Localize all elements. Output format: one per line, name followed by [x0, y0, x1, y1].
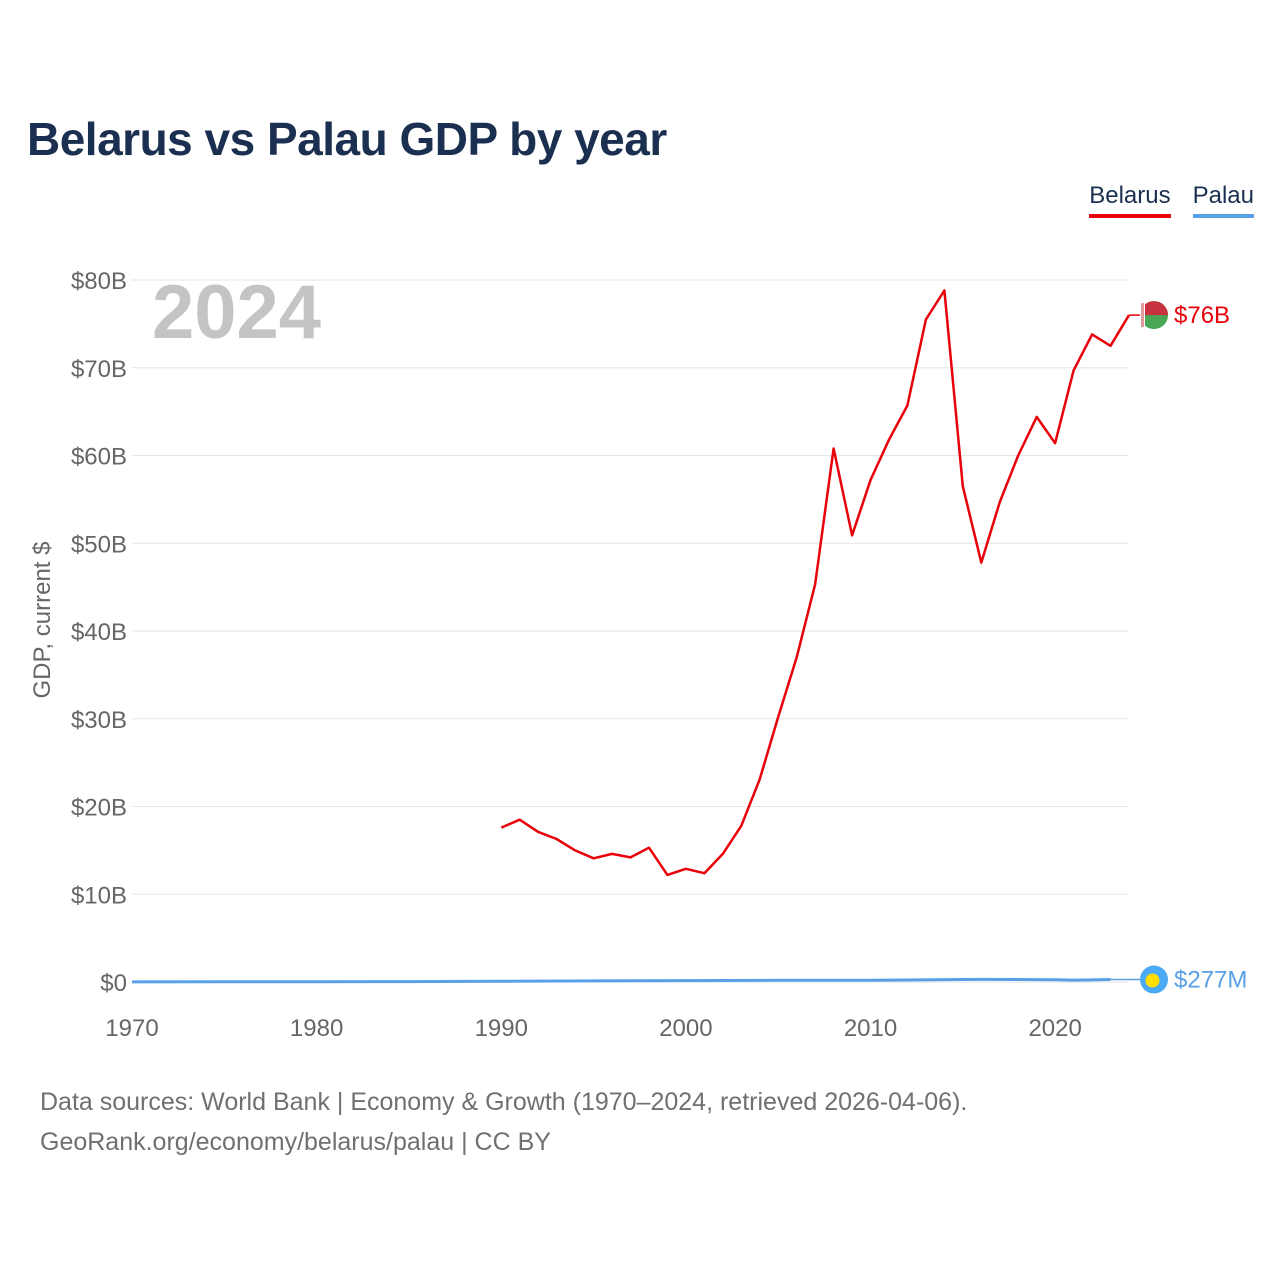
source-note: Data sources: World Bank | Economy & Gro…: [40, 1082, 967, 1162]
legend-item-belarus[interactable]: Belarus: [1089, 182, 1171, 218]
x-tick-label: 2020: [1028, 1015, 1081, 1042]
x-tick-label: 2010: [844, 1015, 897, 1042]
chart-title: Belarus vs Palau GDP by year: [27, 113, 667, 165]
y-axis-label: GDP, current $: [29, 542, 56, 699]
legend-item-palau[interactable]: Palau: [1192, 182, 1254, 218]
y-tick-label: $30B: [71, 707, 127, 734]
y-axis-ticks: $0 $10B $20B $30B $40B $50B $60B $70B $80B: [71, 268, 127, 997]
flag-moon: [1145, 973, 1160, 988]
source-line-2[interactable]: GeoRank.org/economy/belarus/palau | CC B…: [40, 1128, 551, 1156]
y-tick-label: $20B: [71, 795, 127, 822]
x-tick-label: 1970: [105, 1015, 158, 1042]
x-tick-label: 1980: [290, 1015, 343, 1042]
legend: Belarus Palau: [1089, 182, 1254, 218]
series-line-palau: [131, 977, 1111, 984]
y-tick-label: $10B: [71, 882, 127, 909]
flag-red-band: [1140, 301, 1168, 316]
y-tick-label: $70B: [71, 356, 127, 383]
palau-flag-icon: [1140, 965, 1168, 994]
series-lines: [131, 289, 1131, 984]
series-line-belarus: [500, 289, 1131, 877]
belarus-flag-icon: [1140, 301, 1168, 330]
x-tick-label: 2000: [659, 1015, 712, 1042]
x-axis-ticks: 1970 1980 1990 2000 2010 2020: [105, 1015, 1082, 1042]
end-value-belarus: $76B: [1174, 302, 1230, 329]
source-line-1: Data sources: World Bank | Economy & Gro…: [40, 1088, 968, 1116]
y-tick-label: $40B: [71, 619, 127, 646]
y-tick-label: $0: [100, 970, 127, 997]
flag-ornament-pattern: [1141, 303, 1144, 328]
y-tick-label: $80B: [71, 268, 127, 295]
y-tick-label: $50B: [71, 531, 127, 558]
grid-lines: [132, 279, 1129, 983]
end-labels: $76B $277M: [1110, 301, 1247, 994]
x-tick-label: 1990: [475, 1015, 528, 1042]
end-value-palau: $277M: [1174, 967, 1247, 994]
y-tick-label: $60B: [71, 444, 127, 471]
year-watermark: 2024: [152, 270, 321, 355]
